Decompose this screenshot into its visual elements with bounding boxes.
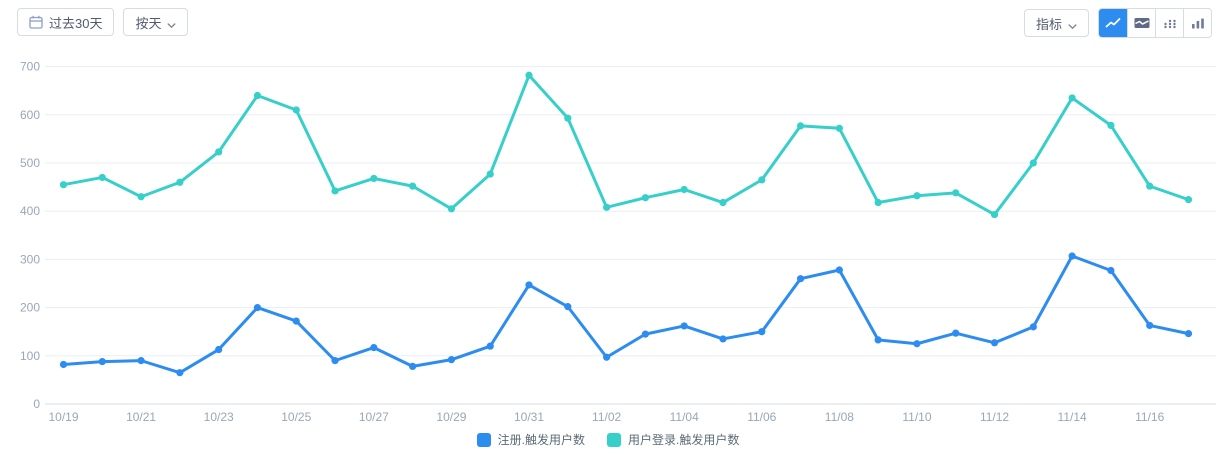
- chart-type-switcher: [1098, 8, 1212, 38]
- legend-item-register[interactable]: 注册.触发用户数: [476, 431, 585, 448]
- login-series-label: 用户登录.触发用户数: [628, 433, 740, 447]
- svg-text:100: 100: [20, 349, 40, 363]
- toolbar-right: 指标: [1023, 8, 1212, 38]
- chevron-down-icon: [1068, 19, 1077, 29]
- svg-text:11/12: 11/12: [980, 410, 1009, 424]
- metric-label: 指标: [1035, 16, 1062, 32]
- x-axis-labels: 10/19 10/21 10/23 10/25 10/27 10/29 10/31 11/02…: [48, 410, 1164, 424]
- series-register: [59, 252, 1193, 377]
- svg-text:10/29: 10/29: [436, 410, 466, 424]
- calendar-icon: [29, 15, 43, 29]
- svg-text:10/31: 10/31: [514, 410, 544, 424]
- area-chart-type-button[interactable]: [1127, 9, 1155, 37]
- svg-text:10/23: 10/23: [204, 410, 234, 424]
- line-chart-type-button[interactable]: [1099, 9, 1127, 37]
- date-range-button[interactable]: 过去30天: [17, 8, 115, 36]
- chart-canvas[interactable]: 0 100 200 300 400 500 600 700 10/19 10/21 10/23 10/…: [0, 44, 1216, 428]
- bar-chart-type-button[interactable]: [1183, 9, 1211, 37]
- svg-text:11/02: 11/02: [592, 410, 621, 424]
- svg-text:10/19: 10/19: [48, 410, 78, 424]
- svg-text:11/06: 11/06: [747, 410, 776, 424]
- bar-chart-icon: [1191, 17, 1205, 29]
- svg-text:10/25: 10/25: [281, 410, 311, 424]
- toolbar-left: 过去30天 按天: [17, 8, 189, 36]
- svg-text:500: 500: [20, 156, 40, 170]
- dot-column-chart-type-button[interactable]: [1155, 9, 1183, 37]
- legend-item-login[interactable]: 用户登录.触发用户数: [607, 431, 739, 448]
- y-axis-labels: 0 100 200 300 400 500 600 700: [20, 60, 40, 411]
- svg-text:400: 400: [20, 204, 40, 218]
- svg-text:200: 200: [20, 301, 40, 315]
- gridlines: [45, 66, 1216, 405]
- svg-text:11/08: 11/08: [825, 410, 854, 424]
- register-series-label: 注册.触发用户数: [497, 433, 585, 447]
- chevron-down-icon: [167, 18, 176, 28]
- svg-text:10/27: 10/27: [359, 410, 389, 424]
- area-chart-icon: [1134, 17, 1150, 29]
- svg-text:11/04: 11/04: [670, 410, 699, 424]
- svg-text:700: 700: [20, 60, 40, 74]
- series-login: [59, 71, 1193, 219]
- login-series-swatch: [607, 432, 621, 447]
- svg-text:600: 600: [20, 108, 40, 122]
- svg-text:300: 300: [20, 252, 40, 266]
- metric-dropdown[interactable]: 指标: [1023, 9, 1089, 37]
- svg-text:11/16: 11/16: [1135, 410, 1164, 424]
- line-chart-icon: [1105, 17, 1121, 29]
- svg-text:11/10: 11/10: [902, 410, 931, 424]
- chart-legend: 注册.触发用户数 用户登录.触发用户数: [0, 431, 1216, 448]
- svg-text:10/21: 10/21: [126, 410, 156, 424]
- svg-text:0: 0: [33, 397, 40, 411]
- date-range-label: 过去30天: [49, 15, 103, 31]
- dot-column-chart-icon: [1163, 17, 1177, 29]
- svg-text:11/14: 11/14: [1058, 410, 1087, 424]
- granularity-label: 按天: [135, 15, 162, 31]
- register-series-swatch: [476, 432, 491, 447]
- granularity-dropdown[interactable]: 按天: [123, 8, 189, 36]
